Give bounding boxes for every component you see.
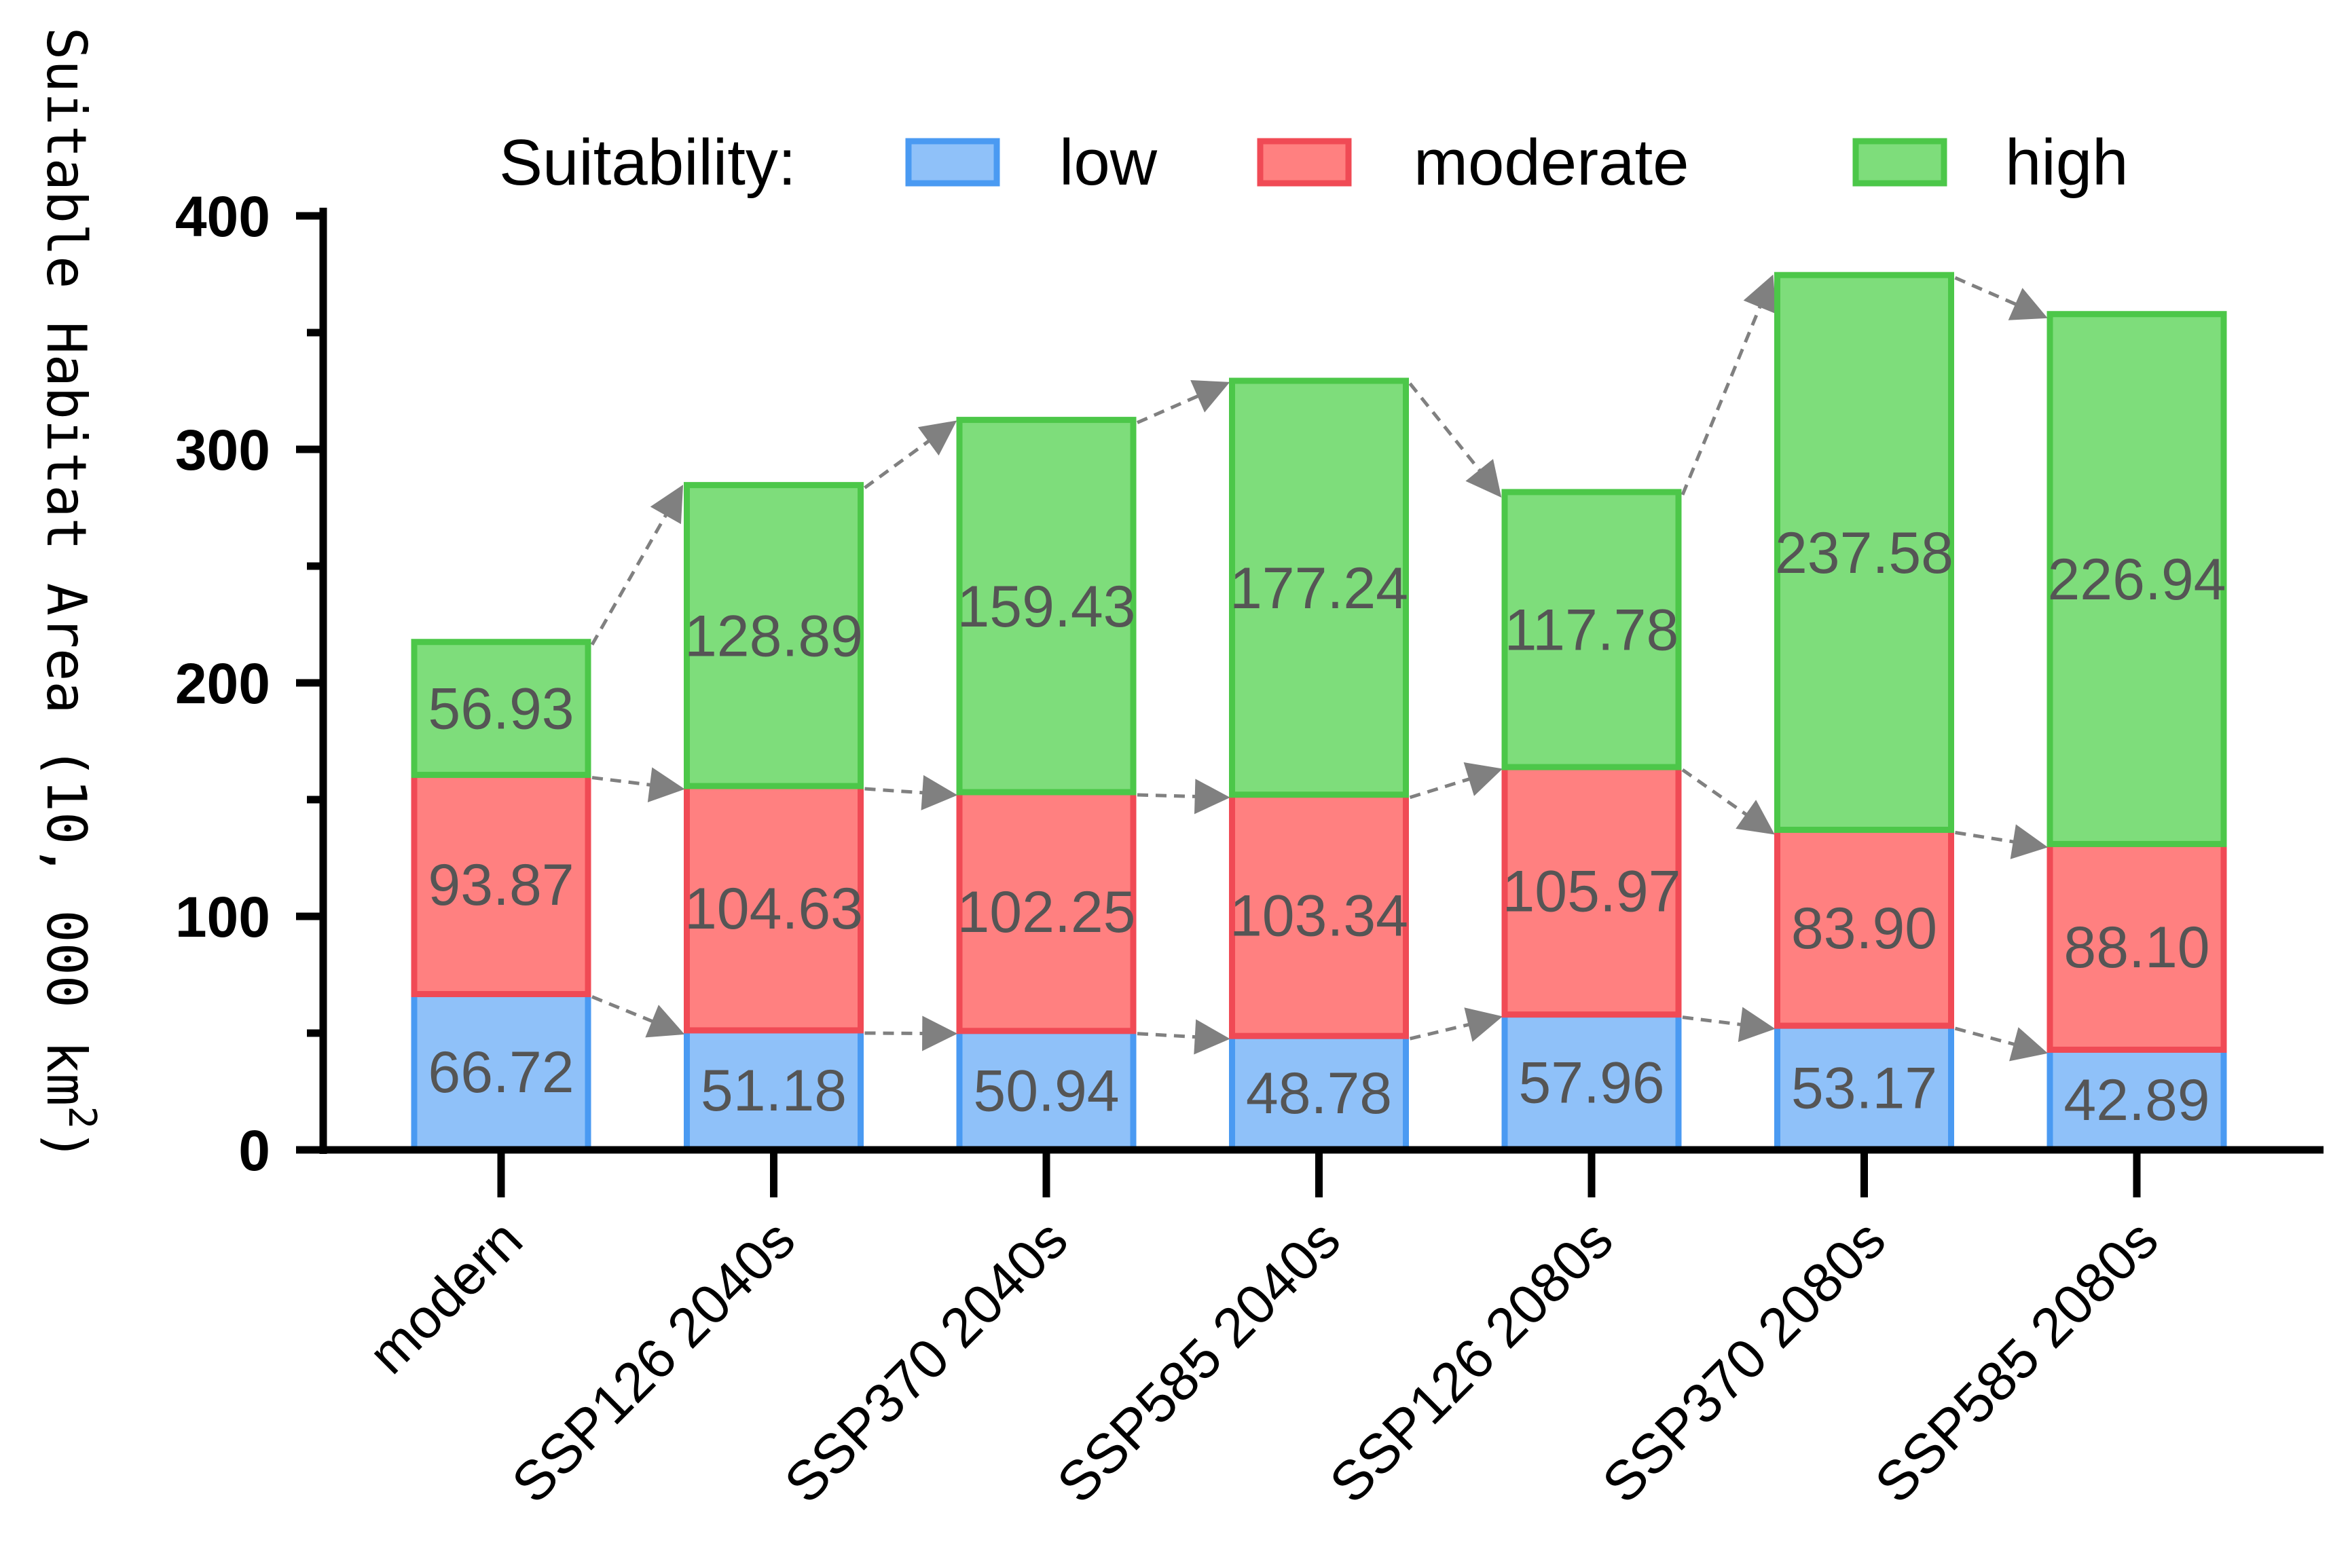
value-label-low: 50.94 [973, 1058, 1119, 1123]
x-tick-label: modern [357, 1208, 534, 1385]
connector-arrow-high [1136, 379, 1230, 424]
bar-high [1501, 489, 1682, 770]
bar-high [684, 482, 864, 789]
value-label-high: 177.24 [1230, 556, 1408, 621]
connector-arrow-low [1409, 1007, 1503, 1042]
value-label-low: 51.18 [701, 1058, 847, 1123]
y-axis-title-text: Suitable Habitat Area (10, 000 km [35, 27, 98, 1106]
connector-arrow-low [864, 1015, 958, 1051]
connector-arrow-low [1682, 1007, 1776, 1043]
value-label-moderate: 83.90 [1791, 896, 1937, 961]
value-label-low: 66.72 [428, 1040, 574, 1105]
x-tick-label: SSP370 2080s [1591, 1208, 1897, 1514]
value-label-high: 226.94 [2047, 547, 2226, 612]
bar-moderate [2046, 840, 2227, 1053]
connector-arrow-high [1408, 382, 1502, 498]
value-label-high: 128.89 [684, 603, 863, 669]
bar-high [2046, 311, 2227, 847]
x-tick-label: SSP126 2040s [500, 1208, 807, 1514]
x-tick-label: SSP126 2080s [1319, 1208, 1625, 1514]
stacked-bars [411, 272, 2227, 1153]
y-tick-label: 300 [175, 418, 270, 482]
y-ticks: 0 100 200 300 400 [175, 185, 323, 1182]
y-axis: 0 100 200 300 400 [175, 185, 327, 1182]
y-axis-title-close: ) [35, 1129, 98, 1161]
x-tick-label: SSP585 2080s [1864, 1208, 2170, 1514]
value-label-high: 56.93 [428, 677, 574, 742]
value-label-moderate: 105.97 [1502, 859, 1681, 924]
bar-high [956, 417, 1137, 796]
bar-high [411, 639, 591, 779]
connector-arrow-moderate [1681, 768, 1775, 835]
connector-arrow-moderate [864, 774, 958, 810]
bar-moderate [411, 772, 591, 997]
value-label-low: 57.96 [1518, 1050, 1664, 1115]
y-axis-title-superscript: 2 [60, 1106, 104, 1129]
x-tick-label: SSP370 2040s [773, 1208, 1080, 1514]
y-tick-label: 200 [175, 652, 270, 715]
y-tick-label: 0 [238, 1119, 270, 1182]
value-label-high: 237.58 [1775, 521, 1953, 586]
y-axis-title: Suitable Habitat Area (10, 000 km2) [35, 27, 104, 1161]
connector-arrow-low [591, 995, 685, 1038]
value-label-high: 159.43 [957, 574, 1135, 639]
bar-high [1774, 272, 1954, 833]
value-label-low: 48.78 [1246, 1061, 1392, 1126]
connector-arrow-moderate [1409, 762, 1503, 800]
bar-moderate [684, 783, 864, 1034]
value-label-moderate: 88.10 [2063, 915, 2209, 980]
legend-swatch-moderate [1257, 138, 1352, 187]
connector-arrow-high [1681, 274, 1776, 496]
value-label-moderate: 103.34 [1230, 883, 1408, 948]
bar-moderate [1501, 764, 1682, 1018]
connector-arrow-low [1954, 1026, 2049, 1062]
bar-low [956, 1028, 1137, 1153]
connector-arrow-high [590, 485, 684, 646]
connector-arrow-moderate [591, 767, 685, 803]
connector-arrow-high [864, 420, 957, 489]
legend-label-moderate: moderate [1414, 126, 1689, 199]
value-label-moderate: 102.25 [957, 880, 1135, 945]
value-label-moderate: 104.63 [684, 876, 863, 941]
legend-label-high: high [2005, 126, 2129, 199]
x-tick-label: SSP585 2040s [1046, 1208, 1352, 1514]
connector-arrows [590, 274, 2049, 1062]
legend-label-low: low [1059, 126, 1158, 199]
bar-high [1229, 377, 1409, 798]
legend-swatch-high [1852, 138, 1947, 187]
value-label-high: 117.78 [1505, 597, 1679, 662]
legend: Suitability: low moderate high [499, 126, 2129, 199]
y-tick-label: 400 [175, 185, 270, 248]
value-label-low: 53.17 [1791, 1056, 1937, 1121]
connector-arrow-moderate [1955, 824, 2049, 859]
connector-arrow-moderate [1137, 779, 1230, 815]
connector-arrow-low [1137, 1019, 1230, 1055]
value-label-low: 42.89 [2063, 1068, 2209, 1133]
bar-low [684, 1027, 864, 1153]
value-label-moderate: 93.87 [428, 853, 574, 918]
connector-arrow-high [1954, 276, 2048, 320]
legend-swatch-low [905, 138, 1000, 187]
value-labels: 66.72 93.87 56.93 51.18 104.63 128.89 50.94 102… [428, 521, 2226, 1133]
legend-title: Suitability: [499, 126, 796, 199]
y-tick-label: 100 [175, 885, 270, 949]
bar-low [1501, 1011, 1682, 1153]
bar-low [411, 990, 591, 1153]
